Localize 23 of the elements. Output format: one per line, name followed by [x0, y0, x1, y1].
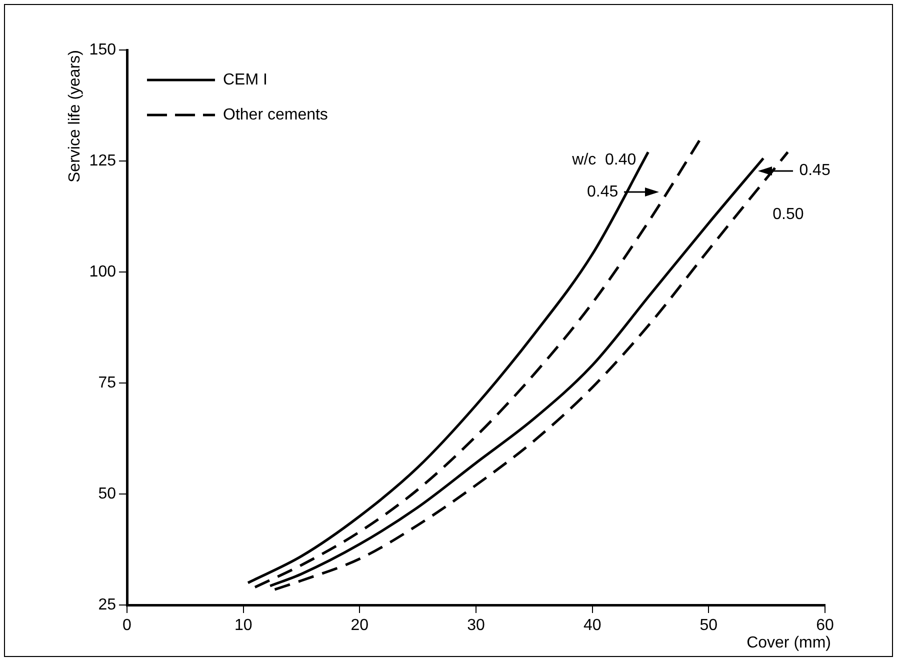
legend-label: Other cements: [223, 106, 328, 124]
x-tick-label: 60: [816, 617, 834, 634]
annotation: 0.45: [586, 183, 618, 200]
annotation: 0.45: [799, 162, 830, 180]
x-tick-label: 0: [122, 617, 132, 634]
y-tick-label: 150: [89, 41, 116, 58]
x-tick-label: 20: [350, 617, 369, 634]
legend-label: CEM I: [223, 71, 268, 88]
x-tick-label: 50: [700, 617, 718, 634]
line-series: [246, 150, 650, 584]
y-axis-title: Service life (years): [66, 50, 84, 182]
x-tick-label: 10: [234, 617, 252, 634]
x-tick-label: 30: [467, 617, 485, 634]
line-series: [254, 138, 702, 589]
annotation: w/c 0.40: [571, 152, 636, 169]
y-tick-label: 75: [98, 374, 116, 392]
y-tick-label: 50: [98, 485, 116, 502]
y-tick-label: 125: [89, 152, 116, 170]
x-tick-label: 40: [583, 617, 602, 634]
annotation: 0.50: [772, 206, 804, 224]
y-tick-label: 100: [89, 263, 116, 280]
x-axis-title: Cover (mm): [746, 634, 831, 652]
y-tick-label: 25: [98, 596, 116, 614]
